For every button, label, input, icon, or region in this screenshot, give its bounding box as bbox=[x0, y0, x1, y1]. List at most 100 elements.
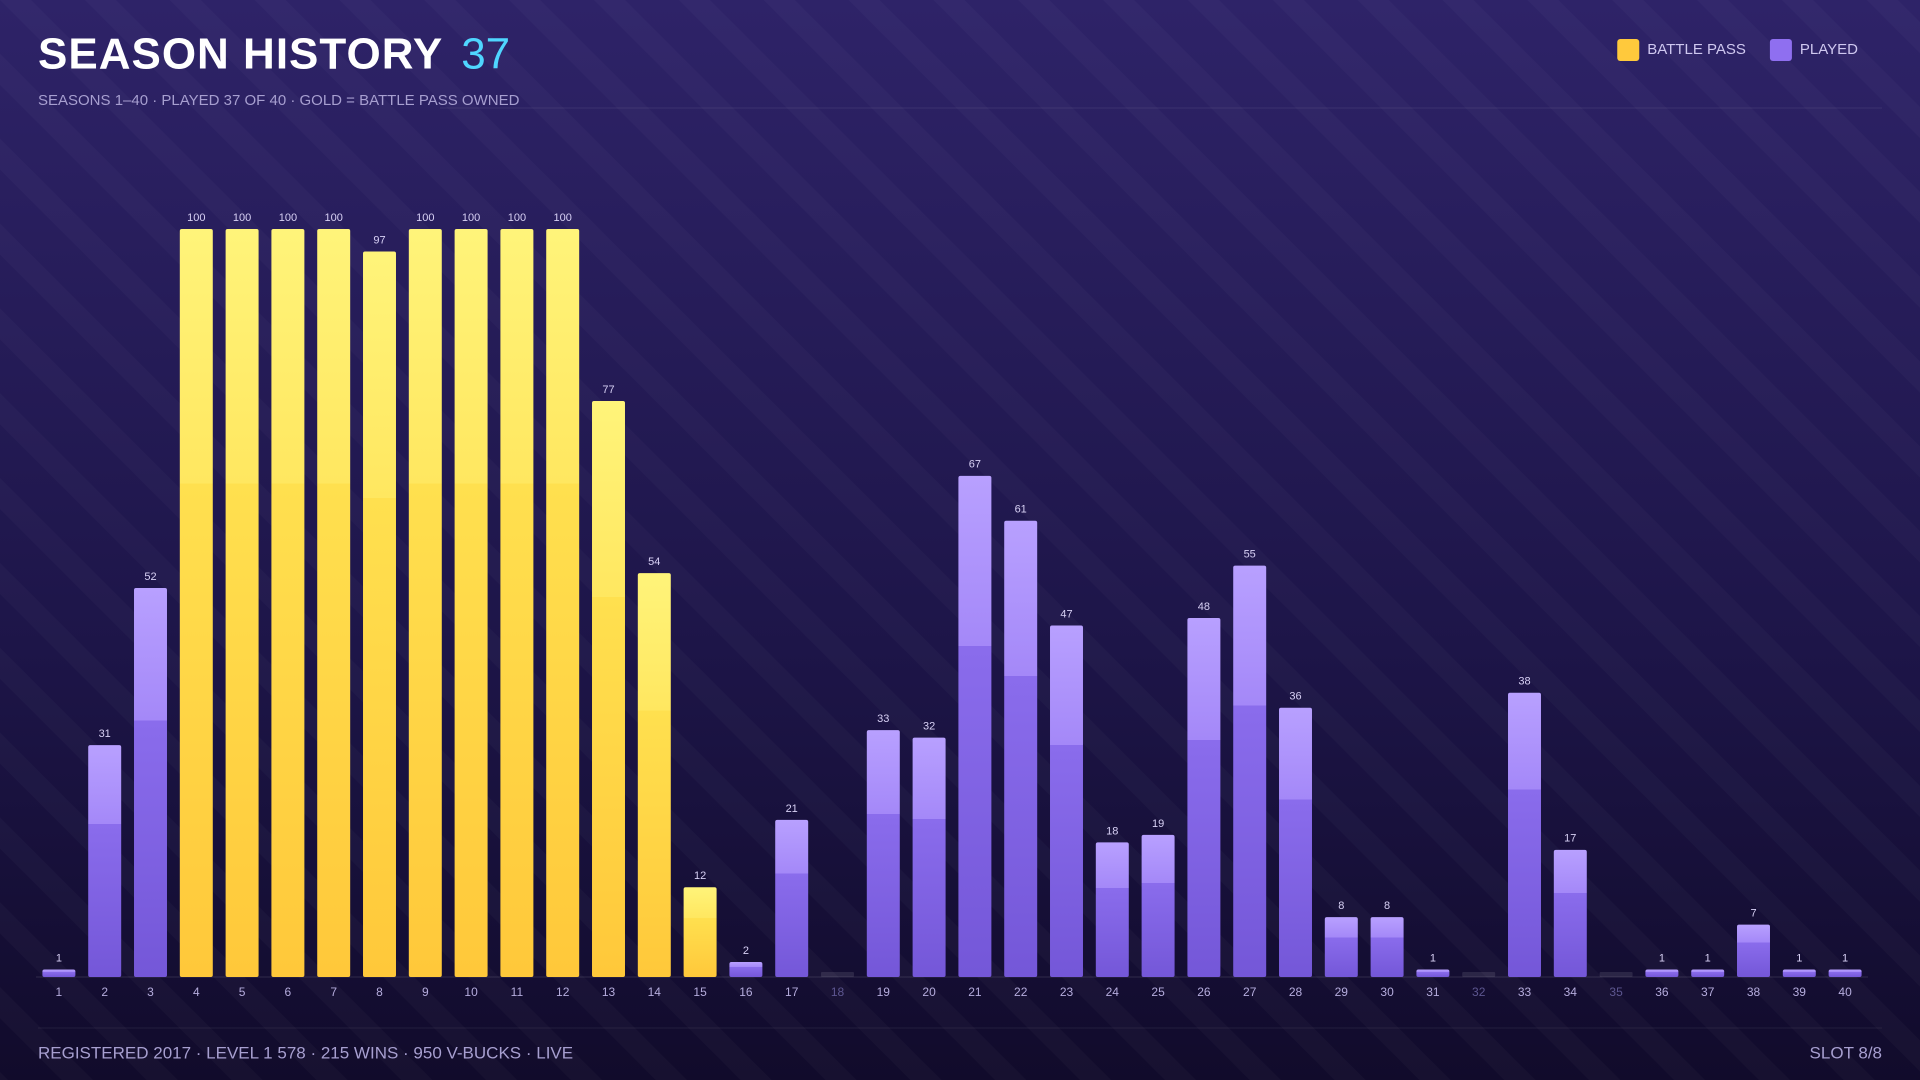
x-tick-label: 33 bbox=[1518, 985, 1532, 999]
value-label: 17 bbox=[1564, 833, 1576, 845]
x-tick-label: 25 bbox=[1151, 985, 1165, 999]
value-label: 1 bbox=[1705, 952, 1711, 964]
x-tick-label: 19 bbox=[877, 985, 891, 999]
bar bbox=[500, 229, 534, 977]
bar bbox=[1508, 692, 1541, 977]
value-label: 2 bbox=[743, 945, 749, 957]
value-label: 100 bbox=[554, 212, 572, 224]
x-tick-label: 23 bbox=[1060, 985, 1074, 999]
value-label: 100 bbox=[279, 212, 297, 224]
x-tick-label: 16 bbox=[739, 985, 753, 999]
subtitle: SEASONS 1–40 · PLAYED 37 OF 40 · GOLD = … bbox=[38, 92, 520, 109]
x-tick-label: 40 bbox=[1838, 985, 1852, 999]
x-tick-label: 3 bbox=[147, 985, 154, 999]
x-tick-label: 5 bbox=[239, 985, 246, 999]
bar bbox=[1324, 917, 1358, 977]
value-label: 1 bbox=[56, 952, 62, 964]
bar bbox=[1782, 969, 1816, 977]
x-tick-label: 31 bbox=[1426, 985, 1440, 999]
value-label: 31 bbox=[99, 728, 111, 740]
bar bbox=[1141, 834, 1175, 977]
value-label: 54 bbox=[648, 556, 660, 568]
x-tick-label: 15 bbox=[693, 985, 707, 999]
value-label: 8 bbox=[1384, 900, 1390, 912]
legend-label: PLAYED bbox=[1800, 41, 1858, 58]
x-tick-label: 7 bbox=[330, 985, 337, 999]
x-tick-label: 39 bbox=[1793, 985, 1807, 999]
value-label: 52 bbox=[144, 571, 156, 583]
value-label: 47 bbox=[1060, 608, 1072, 620]
bar bbox=[958, 475, 992, 977]
x-tick-label: 32 bbox=[1472, 985, 1486, 999]
legend: PLAYED BATTLE PASS bbox=[1617, 39, 1858, 61]
x-tick-label: 22 bbox=[1014, 985, 1028, 999]
bar bbox=[317, 229, 351, 977]
x-tick-label: 12 bbox=[556, 985, 570, 999]
value-label: 55 bbox=[1244, 549, 1256, 561]
x-tick-label: 14 bbox=[648, 985, 662, 999]
bar bbox=[1737, 924, 1770, 977]
value-label: 38 bbox=[1518, 676, 1530, 688]
bar bbox=[363, 251, 396, 977]
bar bbox=[775, 819, 809, 977]
value-label: 12 bbox=[694, 870, 706, 882]
x-tick-label: 37 bbox=[1701, 985, 1715, 999]
x-tick-label: 26 bbox=[1197, 985, 1211, 999]
value-label: 8 bbox=[1338, 900, 1344, 912]
x-tick-label: 2 bbox=[101, 985, 108, 999]
x-tick-label: 20 bbox=[922, 985, 936, 999]
bar bbox=[1370, 917, 1404, 977]
bar bbox=[225, 229, 259, 977]
bar bbox=[88, 745, 122, 977]
value-label: 1 bbox=[1796, 952, 1802, 964]
x-tick-label: 10 bbox=[464, 985, 478, 999]
value-label: 1 bbox=[1659, 952, 1665, 964]
x-tick-label: 21 bbox=[968, 985, 982, 999]
bar bbox=[683, 887, 717, 977]
bar bbox=[1050, 625, 1083, 977]
bar bbox=[729, 962, 763, 977]
value-label: 36 bbox=[1289, 691, 1301, 703]
slot-label: SLOT 8/8 bbox=[1810, 1043, 1882, 1062]
x-tick-label: 34 bbox=[1564, 985, 1578, 999]
bar bbox=[1553, 849, 1587, 977]
bar bbox=[408, 229, 442, 977]
x-tick-label: 8 bbox=[376, 985, 383, 999]
x-tick-label: 24 bbox=[1106, 985, 1120, 999]
x-tick-label: 30 bbox=[1380, 985, 1394, 999]
value-label: 100 bbox=[508, 212, 526, 224]
value-label: 21 bbox=[786, 803, 798, 815]
bar bbox=[179, 229, 213, 977]
value-label: 48 bbox=[1198, 601, 1210, 613]
footer-stats: REGISTERED 2017 · LEVEL 1 578 · 215 WINS… bbox=[38, 1043, 573, 1062]
bar bbox=[1416, 969, 1450, 977]
x-tick-label: 29 bbox=[1335, 985, 1349, 999]
value-label: 61 bbox=[1015, 504, 1027, 516]
bar bbox=[866, 730, 900, 977]
x-tick-label: 18 bbox=[831, 985, 845, 999]
legend-swatch bbox=[1769, 39, 1792, 61]
value-label: 97 bbox=[373, 234, 385, 246]
x-tick-label: 35 bbox=[1609, 985, 1623, 999]
bar bbox=[1233, 565, 1267, 977]
value-label: 33 bbox=[877, 713, 889, 725]
bar bbox=[592, 401, 625, 977]
bar bbox=[134, 588, 167, 977]
x-tick-label: 4 bbox=[193, 985, 200, 999]
value-label: 1 bbox=[1430, 952, 1436, 964]
value-label: 100 bbox=[416, 212, 434, 224]
value-label: 7 bbox=[1750, 908, 1756, 920]
bar bbox=[637, 573, 671, 977]
value-label: 77 bbox=[602, 384, 614, 396]
x-tick-label: 27 bbox=[1243, 985, 1257, 999]
x-tick-label: 9 bbox=[422, 985, 429, 999]
bar bbox=[912, 737, 946, 977]
x-tick-label: 36 bbox=[1655, 985, 1669, 999]
x-tick-label: 28 bbox=[1289, 985, 1303, 999]
value-label: 18 bbox=[1106, 825, 1118, 837]
bar bbox=[1279, 707, 1312, 977]
value-label: 100 bbox=[233, 212, 251, 224]
value-label: 1 bbox=[1842, 952, 1848, 964]
unplayed-stub bbox=[1599, 972, 1633, 977]
